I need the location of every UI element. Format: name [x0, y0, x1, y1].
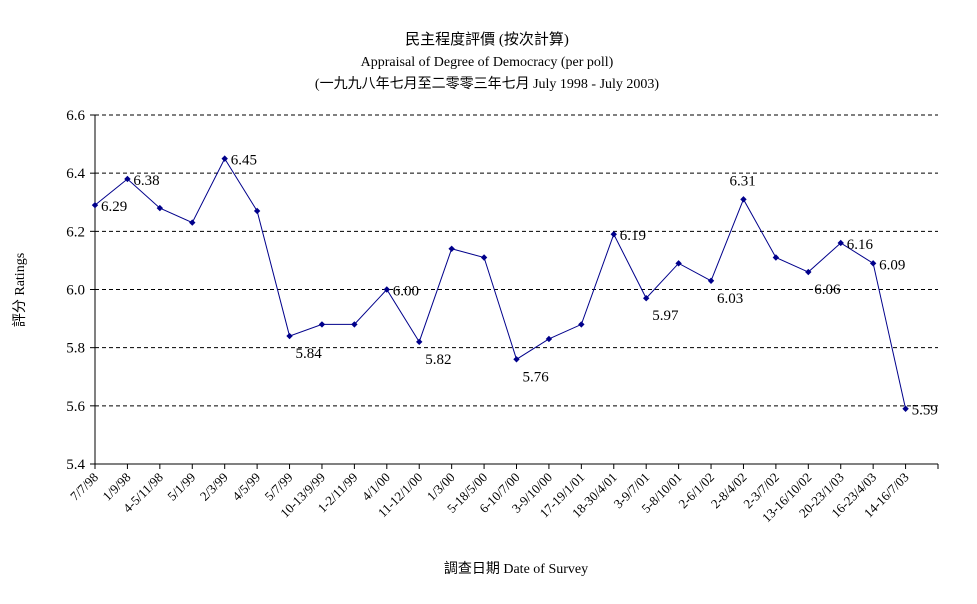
y-tick-label: 6.4: [66, 166, 85, 182]
data-label: 6.19: [620, 228, 646, 244]
data-label: 6.03: [717, 291, 743, 307]
y-tick-labels: 5.4 5.6 5.8 6.0 6.2 6.4 6.6: [66, 108, 85, 473]
data-point: [124, 175, 131, 183]
x-tick-label: 2/3/99: [197, 470, 231, 504]
data-label: 5.82: [425, 352, 451, 368]
x-tick-label: 4/5/99: [229, 470, 263, 504]
data-point: [805, 268, 812, 276]
series-line: [94, 157, 907, 409]
data-point: [707, 277, 715, 284]
data-point: [286, 332, 293, 340]
data-point: [91, 201, 99, 209]
data-point: [253, 207, 261, 215]
chart-subtitle: Appraisal of Degree of Democracy (per po…: [361, 55, 614, 70]
data-label: 6.45: [231, 153, 257, 169]
axes: [90, 114, 939, 469]
x-tick-label: 5/1/99: [164, 470, 198, 504]
data-point: [869, 260, 877, 267]
data-point: [545, 335, 553, 343]
data-point: [221, 155, 228, 162]
data-point: [675, 260, 682, 267]
y-tick-label: 5.8: [66, 341, 85, 357]
data-point: [318, 321, 326, 328]
x-tick-labels: 7/7/981/9/984-5/11/985/1/992/3/994/5/995…: [67, 470, 912, 526]
data-point: [837, 239, 844, 247]
data-point: [416, 338, 423, 346]
chart-title: 民主程度評價 (按次計算): [405, 30, 569, 48]
data-point: [189, 219, 196, 226]
data-point: [642, 295, 650, 302]
x-tick-label: 7/7/98: [67, 470, 101, 504]
data-label: 5.59: [912, 403, 938, 419]
data-point: [383, 286, 391, 293]
gridlines: [95, 114, 938, 407]
y-tick-label: 6.0: [66, 283, 85, 299]
y-tick-label: 6.6: [66, 108, 85, 124]
data-point: [740, 196, 747, 203]
data-label: 6.29: [101, 199, 127, 215]
data-labels: 6.29 6.38 6.45 5.84 6.00 5.82 5.76 6.19 5.97 6.03…: [101, 153, 938, 419]
data-point: [610, 231, 617, 238]
series-ratings: [91, 155, 909, 412]
y-axis-title: 評分 Ratings: [12, 253, 28, 327]
data-point: [513, 356, 520, 363]
data-point: [480, 254, 488, 261]
data-point: [578, 321, 585, 328]
data-label: 6.09: [879, 257, 905, 273]
data-label: 6.38: [133, 173, 159, 189]
data-label: 5.97: [652, 308, 679, 324]
data-label: 6.16: [847, 237, 874, 253]
data-label: 6.06: [814, 282, 841, 298]
data-label: 5.76: [523, 369, 550, 385]
chart-subtitle-period: (一九九八年七月至二零零三年七月 July 1998 - July 2003): [315, 76, 659, 92]
y-tick-label: 5.4: [66, 457, 85, 473]
data-point: [448, 245, 455, 252]
data-point: [772, 254, 780, 261]
data-label: 5.84: [296, 346, 323, 362]
data-label: 6.31: [729, 173, 755, 189]
data-label: 6.00: [393, 284, 419, 300]
data-point: [902, 405, 909, 412]
y-tick-label: 5.6: [66, 399, 85, 415]
data-point: [156, 204, 164, 212]
data-point: [351, 321, 358, 328]
y-tick-label: 6.2: [66, 224, 85, 240]
x-axis-title: 調查日期 Date of Survey: [444, 561, 588, 577]
